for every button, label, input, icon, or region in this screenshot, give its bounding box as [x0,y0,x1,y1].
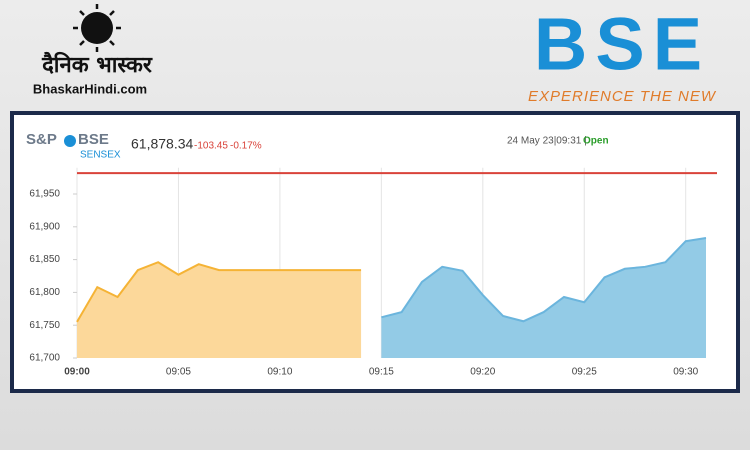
y-tick-label: 61,850 [29,254,60,265]
x-tick-label: 09:30 [673,367,698,378]
x-tick-label: 09:25 [572,367,597,378]
x-tick-label: 09:10 [267,367,292,378]
index-value: 61,878.34 [131,136,193,152]
bhaskar-logo [73,4,121,52]
area [77,262,362,358]
y-tick-label: 61,800 [29,287,60,298]
index-provider: S&P [26,131,57,148]
x-tick-label: 09:20 [470,367,495,378]
y-tick-label: 61,750 [29,320,60,331]
index-change: -103.45 [194,141,228,152]
logo-dot [64,135,76,147]
timestamp: 24 May 23|09:31 | [507,136,587,147]
area-line [381,236,707,323]
tagline: EXPERIENCE THE NEW [528,88,717,105]
brand: दैनिक भास्कर [41,51,153,78]
y-tick-label: 61,700 [29,353,60,364]
bse-logo: BSE [534,3,710,86]
area-line [76,261,362,323]
x-tick-label: 09:00 [64,367,90,378]
y-tick-label: 61,900 [29,221,60,232]
status: Open [583,136,609,147]
index-change-pct: -0.17% [230,141,262,152]
site: BhaskarHindi.com [33,81,147,96]
area [381,237,706,358]
y-tick-label: 61,950 [29,189,60,200]
x-tick-label: 09:05 [166,367,191,378]
index-exchange: BSE [78,131,109,148]
x-tick-label: 09:15 [369,367,394,378]
index-name: SENSEX [80,150,121,161]
plot: 09:00 09:05 09:10 09:15 09:20 09:25 09:30 61,70… [29,167,717,378]
